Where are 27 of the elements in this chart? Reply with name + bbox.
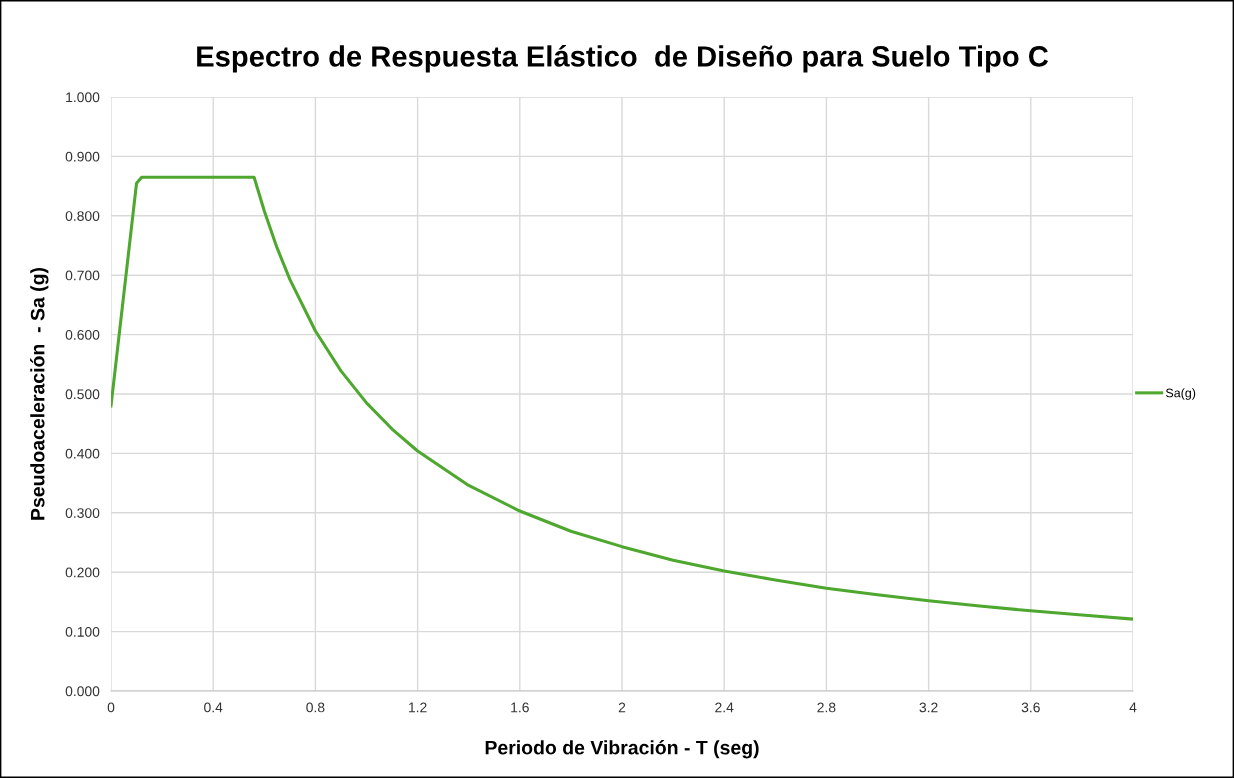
x-tick-label: 2.8 bbox=[817, 702, 836, 713]
chart-title: Espectro de Respuesta Elástico de Diseño para Suelo Tipo C bbox=[197, 45, 1049, 73]
y-tick-label: 0.700 bbox=[65, 270, 100, 281]
x-tick-label: 0.8 bbox=[306, 702, 325, 713]
y-tick-label: 0.500 bbox=[65, 389, 100, 400]
y-tick-label: 0.200 bbox=[65, 567, 100, 578]
y-tick-label: 0.400 bbox=[65, 448, 100, 459]
y-tick-label: 0.100 bbox=[65, 626, 100, 637]
y-tick-label: 0.300 bbox=[65, 508, 100, 518]
x-tick-label: 3.2 bbox=[919, 702, 938, 713]
y-tick-label: 1.000 bbox=[66, 92, 100, 103]
x-tick-label: 0.4 bbox=[204, 702, 223, 713]
y-tick-label: 0.800 bbox=[65, 211, 100, 221]
x-tick-label: 4 bbox=[1129, 702, 1137, 713]
line-series bbox=[111, 175, 1133, 621]
legend-label: Sa(g) bbox=[1165, 388, 1196, 400]
x-tick-label: 0 bbox=[107, 702, 115, 713]
x-tick-label: 1.2 bbox=[409, 702, 427, 713]
x-axis-title: Periodo de Vibración - T (seg) bbox=[485, 740, 759, 759]
y-axis-title: Pseudoaceleración - Sa (g) bbox=[30, 267, 49, 520]
y-tick-label: 0.600 bbox=[65, 329, 100, 340]
x-tick-label: 2.4 bbox=[715, 702, 734, 713]
y-tick-label: 0.900 bbox=[65, 151, 100, 162]
x-tick-label: 3.6 bbox=[1021, 702, 1040, 713]
y-tick-label: 0.000 bbox=[65, 686, 100, 697]
x-tick-label: 1.6 bbox=[511, 702, 529, 713]
x-tick-label: 2 bbox=[618, 702, 626, 713]
